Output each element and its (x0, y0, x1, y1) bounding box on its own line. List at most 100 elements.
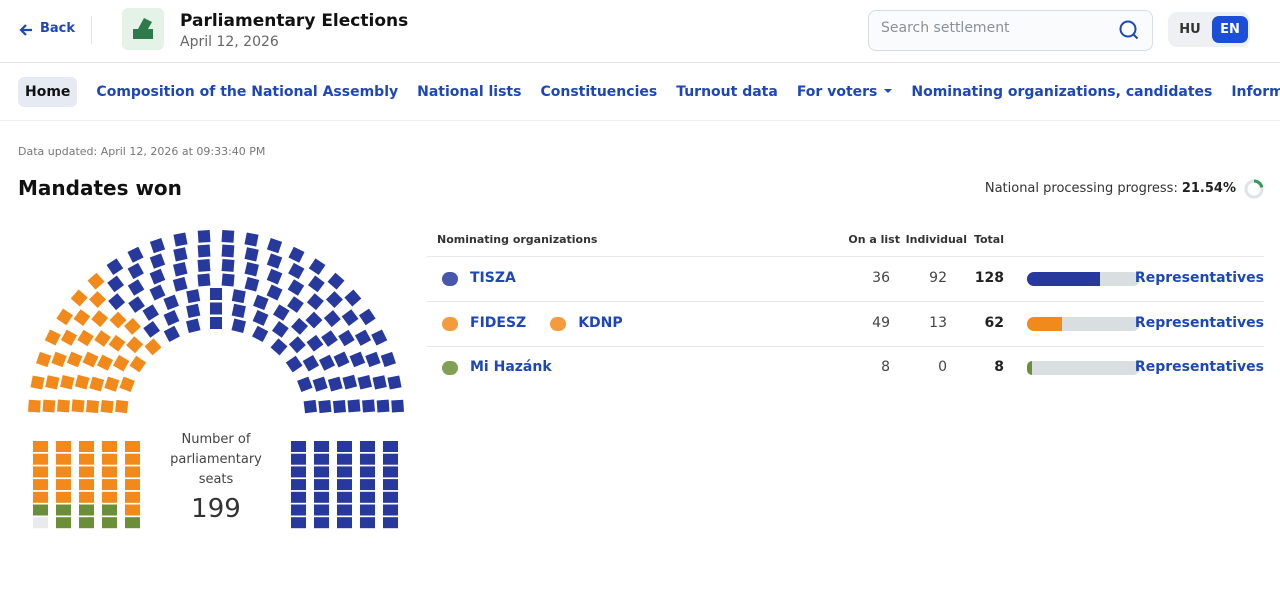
seat (79, 441, 94, 452)
seat (210, 288, 222, 300)
seat (79, 491, 94, 503)
representatives-link[interactable]: Representatives (1134, 359, 1264, 375)
seat (297, 376, 313, 393)
seat (337, 441, 352, 452)
seat (383, 479, 398, 491)
dropdown-caret (884, 89, 893, 93)
seat (383, 504, 398, 516)
nav-item[interactable]: Constituencies (540, 84, 658, 100)
party-name[interactable]: Mi Hazánk (470, 359, 552, 375)
search-box[interactable] (868, 10, 1153, 51)
seat (89, 291, 107, 309)
seat (107, 275, 125, 293)
seat (104, 376, 120, 392)
seat (129, 355, 147, 373)
progress-value: 21.54% (1181, 181, 1236, 196)
nav-item[interactable]: Home (18, 77, 78, 107)
seat (344, 289, 362, 307)
seat (357, 375, 373, 390)
seat (291, 504, 306, 516)
seat (186, 303, 201, 319)
nav-item[interactable]: National lists (417, 84, 522, 100)
seat (270, 338, 288, 356)
seat (143, 321, 161, 338)
seat (321, 330, 338, 347)
representatives-link[interactable]: Representatives (1134, 270, 1264, 286)
seat (371, 329, 388, 346)
seat (123, 317, 141, 335)
lang-button[interactable]: HU (1179, 22, 1201, 37)
seat (125, 466, 140, 478)
seat (100, 399, 114, 414)
back-link[interactable]: Back (40, 21, 76, 36)
empty-seats (33, 517, 48, 529)
seat (163, 310, 180, 326)
seat (87, 272, 105, 290)
seat (327, 272, 345, 290)
seat (360, 479, 375, 491)
nav-item[interactable]: Composition of the National Assembly (96, 84, 399, 100)
seat (314, 491, 329, 503)
seat (79, 453, 94, 465)
seat (325, 291, 343, 309)
seat (337, 453, 352, 465)
seat (347, 399, 361, 413)
seat (342, 374, 358, 390)
table-header: Individual (905, 233, 967, 246)
seat (102, 441, 117, 452)
seat (337, 479, 352, 491)
seat (56, 479, 71, 491)
seat (91, 310, 109, 328)
total: 62 (984, 314, 1004, 331)
seat (337, 504, 352, 516)
party-name[interactable]: KDNP (578, 314, 623, 331)
nav-item[interactable]: Nominating organizations, candidates (911, 84, 1213, 100)
seat (56, 453, 71, 465)
seat (252, 310, 269, 326)
lang-button[interactable]: EN (1212, 16, 1248, 43)
party-name[interactable]: TISZA (470, 270, 516, 286)
seat (73, 309, 91, 327)
seat (70, 289, 88, 307)
seat (56, 517, 71, 529)
seat (288, 336, 306, 354)
seat (360, 517, 375, 529)
seat (291, 466, 306, 478)
party-name[interactable]: FIDESZ (470, 314, 527, 331)
seat (125, 453, 140, 465)
seat (252, 325, 269, 342)
seat (365, 351, 381, 368)
seat (360, 441, 375, 452)
seat (79, 504, 94, 516)
seat (359, 308, 376, 326)
seat (102, 453, 117, 465)
representatives-link[interactable]: Representatives (1134, 314, 1264, 331)
seat (333, 351, 350, 368)
nav-item[interactable]: Information (1231, 84, 1280, 100)
seat (102, 504, 117, 516)
on-list: 49 (872, 314, 890, 331)
seat (266, 253, 283, 269)
seat (307, 275, 325, 293)
seat (221, 230, 235, 243)
seat (306, 334, 324, 352)
seat (108, 293, 126, 311)
seat (33, 441, 48, 452)
seat (106, 258, 124, 275)
seat (74, 374, 90, 390)
seat (127, 279, 145, 296)
nav-item[interactable]: For voters (796, 84, 878, 100)
seat (112, 355, 130, 372)
seat (360, 453, 375, 465)
seat (197, 273, 211, 287)
seat (291, 517, 306, 529)
separator (91, 16, 92, 44)
seat (102, 517, 117, 529)
nav-item[interactable]: Turnout data (676, 84, 778, 100)
seat (79, 479, 94, 491)
title: Parliamentary Elections (180, 11, 409, 31)
seat (287, 279, 305, 296)
seat (102, 479, 117, 491)
seat (33, 491, 48, 503)
seat (231, 303, 246, 319)
